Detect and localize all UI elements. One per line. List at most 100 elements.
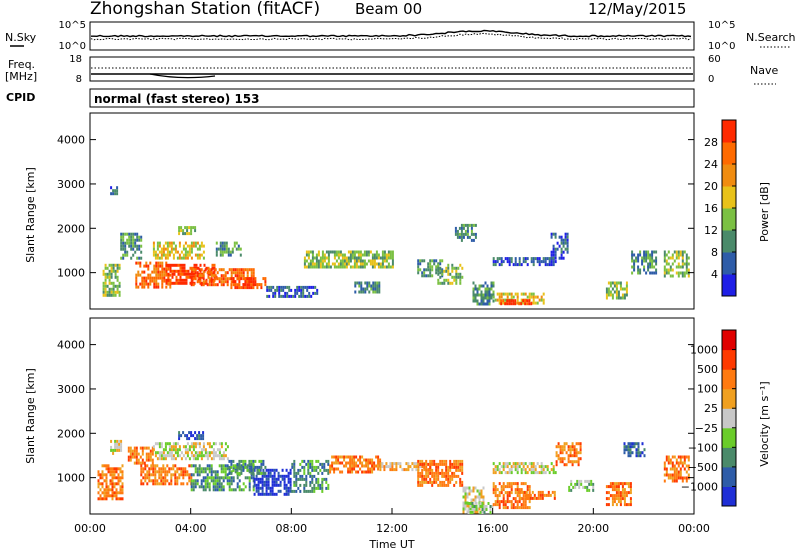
power-panel: 1000 2000 3000 4000 Slant Range [km] 4 8 12 16…: [24, 112, 771, 310]
x-axis-label: Time UT: [368, 538, 414, 551]
x-tick-label: 04:00: [175, 522, 207, 535]
freq-dip: [149, 73, 216, 79]
velocity-colorbar-label: Velocity [m s⁻¹]: [758, 381, 771, 466]
freq-label: Freq.: [8, 58, 35, 71]
velocity-echo-region: [517, 490, 556, 500]
power-echo-region: [437, 263, 464, 285]
power-echo-region: [152, 241, 205, 260]
cpid-panel: CPID normal (fast stereo) 153: [6, 88, 695, 108]
power-y-tick-label: 2000: [57, 222, 85, 235]
power-colorbar-label: 28: [704, 136, 718, 149]
power-colorbar-label: 4: [711, 268, 718, 281]
power-echo-region: [102, 263, 121, 297]
velocity-colorbar-segment: [722, 447, 736, 468]
date-label: 12/May/2015: [588, 0, 686, 18]
cpid-label: CPID: [6, 91, 35, 104]
nave-label: Nave: [750, 64, 778, 77]
power-colorbar-label: 24: [704, 158, 718, 171]
velocity-colorbar-segment: [722, 388, 736, 409]
power-echo-region: [230, 277, 267, 290]
velocity-colorbar-segment: [722, 466, 736, 487]
power-echo-region: [550, 232, 569, 260]
velocity-echo-region: [178, 431, 205, 441]
power-colorbar-segment: [722, 120, 736, 143]
velocity-echo-region: [110, 439, 123, 455]
noise-tick-right-top: 10^5: [708, 20, 735, 31]
power-echo-region: [266, 285, 319, 298]
nave-tick-top: 60: [708, 54, 721, 65]
velocity-colorbar-segment: [722, 349, 736, 370]
velocity-echo-region: [152, 442, 229, 461]
power-colorbar-segment: [722, 252, 736, 275]
velocity-colorbar-segment: [722, 486, 736, 507]
station-title: Zhongshan Station (fitACF): [90, 0, 320, 19]
power-colorbar-label: 8: [711, 246, 718, 259]
power-colorbar: 4 8 12 16 20 24 28: [704, 119, 737, 297]
power-echo-region: [663, 250, 690, 278]
velocity-echo-region: [97, 464, 124, 501]
velocity-y-tick-label: 2000: [57, 427, 85, 440]
x-tick-label: 00:00: [678, 522, 710, 535]
velocity-echo-region: [623, 442, 646, 458]
velocity-colorbar-label: −25: [695, 422, 718, 435]
velocity-colorbar-segment: [722, 408, 736, 429]
velocity-y-ticks: 1000 2000 3000 4000: [57, 339, 694, 485]
power-echo-region: [215, 241, 242, 257]
velocity-echo-region: [568, 479, 595, 492]
x-tick-label: 20:00: [577, 522, 609, 535]
noise-panel: N.Sky 10^5 10^0 10^5 10^0 N.Search: [5, 20, 796, 52]
power-y-axis-label: Slant Range [km]: [24, 167, 37, 263]
power-echo-region: [110, 186, 119, 196]
freq-tick-bottom: 8: [76, 74, 82, 85]
power-echo-region: [303, 250, 394, 269]
nave-tick-bottom: 0: [708, 74, 714, 85]
velocity-y-tick-label: 1000: [57, 472, 85, 485]
power-echo-region: [178, 226, 197, 236]
power-y-tick-label: 4000: [57, 134, 85, 147]
velocity-colorbar-label: 500: [697, 363, 718, 376]
velocity-echo-region: [329, 455, 382, 474]
velocity-echo-region: [555, 442, 582, 467]
power-echo-region: [631, 250, 658, 275]
nsearch-label: N.Search: [746, 31, 796, 44]
power-y-tick-label: 3000: [57, 178, 85, 191]
x-tick-label: 12:00: [376, 522, 408, 535]
power-echo-region: [605, 281, 628, 300]
velocity-x-ticks: 00:00 04:00 08:00 12:00 16:00 20:00 00:00: [74, 508, 710, 535]
velocity-echo-region: [228, 459, 267, 475]
velocity-echo-region: [291, 459, 330, 493]
velocity-echo-region: [417, 459, 464, 487]
velocity-echo-region: [492, 462, 557, 475]
power-colorbar-segment: [722, 164, 736, 187]
x-tick-label: 08:00: [275, 522, 307, 535]
power-echo-region: [472, 281, 495, 306]
velocity-colorbar: 1000 500 100 25 −25 −100 −500 −1000: [681, 329, 737, 507]
velocity-y-tick-label: 4000: [57, 339, 85, 352]
velocity-colorbar-segment: [722, 427, 736, 448]
nsky-trace: [91, 29, 692, 38]
power-colorbar-segment: [722, 274, 736, 297]
nsky-label: N.Sky: [5, 31, 37, 44]
power-colorbar-label: 20: [704, 180, 718, 193]
velocity-colorbar-label: −100: [688, 441, 718, 454]
velocity-colorbar-segment: [722, 330, 736, 351]
power-colorbar-segment: [722, 230, 736, 253]
x-tick-label: 16:00: [477, 522, 509, 535]
power-data-layer: [102, 186, 690, 306]
power-echo-region: [500, 299, 533, 306]
velocity-echo-region: [467, 502, 494, 514]
power-colorbar-segment: [722, 186, 736, 209]
velocity-colorbar-segment: [722, 369, 736, 390]
velocity-colorbar-label: 25: [704, 402, 718, 415]
velocity-echo-region: [127, 446, 154, 465]
velocity-echo-region: [663, 455, 690, 483]
velocity-y-tick-label: 3000: [57, 383, 85, 396]
x-tick-label: 00:00: [74, 522, 106, 535]
velocity-colorbar-frame: [721, 329, 737, 507]
noise-tick-left-bottom: 10^0: [59, 41, 86, 52]
power-colorbar-segment: [722, 142, 736, 165]
noise-tick-right-bottom: 10^0: [708, 41, 735, 52]
power-echo-region: [120, 232, 143, 260]
